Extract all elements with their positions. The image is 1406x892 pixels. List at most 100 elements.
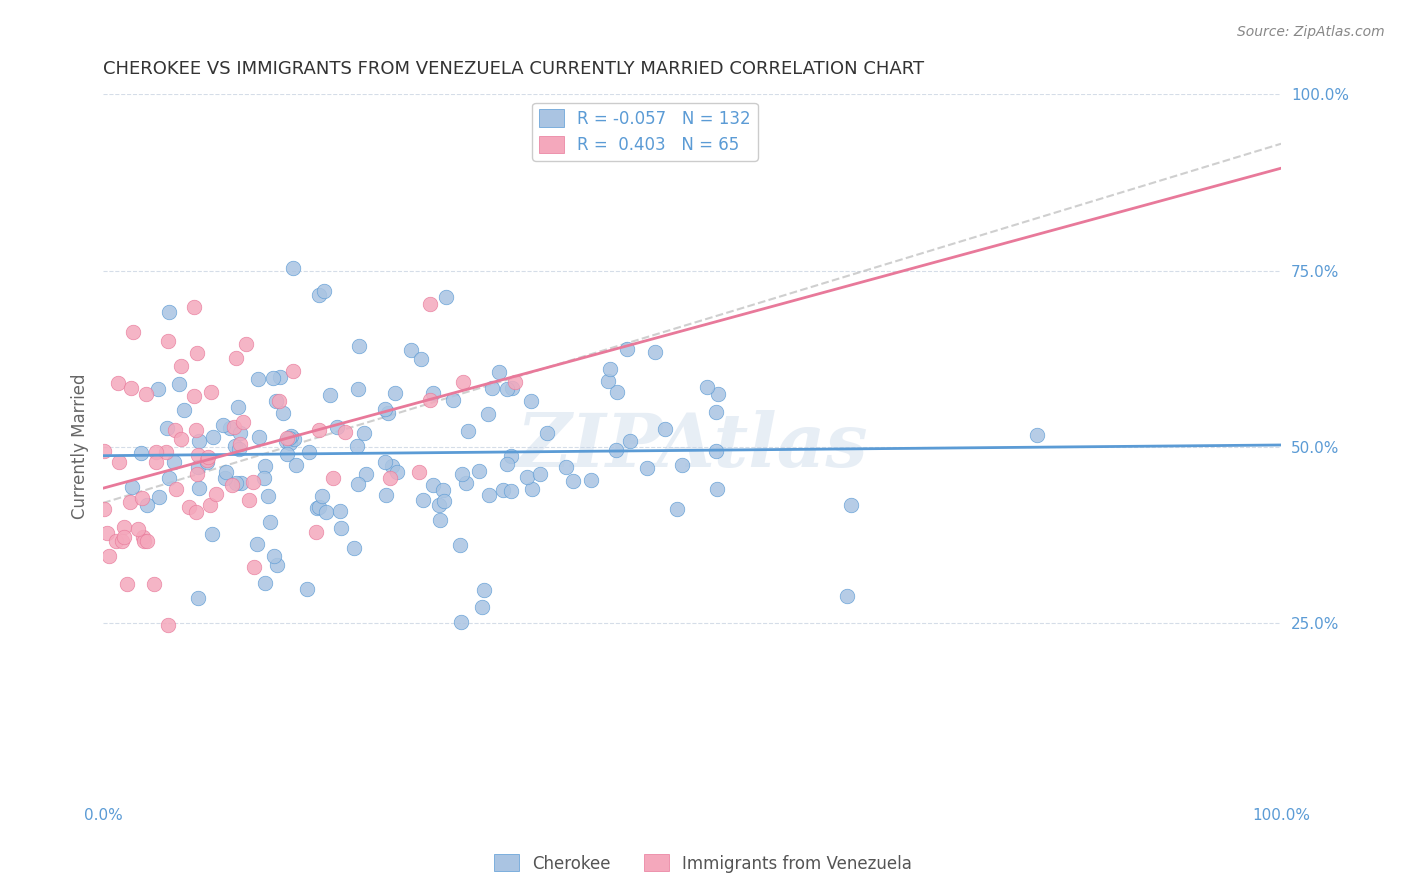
Point [311,490,333,504]
Point [454,475,477,490]
Point [280,429,302,443]
Point [225,351,247,365]
Point [329,521,352,535]
Point [671,458,693,472]
Point [187,481,209,495]
Point [450,467,472,482]
Point [243,559,266,574]
Point [226,400,249,414]
Point [472,582,495,597]
Point [157,470,180,484]
Point [353,425,375,440]
Point [257,489,280,503]
Point [246,537,269,551]
Point [644,344,666,359]
Point [188,434,211,448]
Point [219,421,242,435]
Point [183,389,205,403]
Point [201,430,224,444]
Point [231,475,253,490]
Point [385,466,408,480]
Point [346,382,368,396]
Point [377,406,399,420]
Point [264,393,287,408]
Point [235,337,257,351]
Point [346,439,368,453]
Point [283,433,305,447]
Point [135,498,157,512]
Point [419,392,441,407]
Point [132,533,155,548]
Point [606,384,628,399]
Point [837,589,859,603]
Point [242,475,264,490]
Point [520,482,543,496]
Point [704,405,727,419]
Point [276,447,298,461]
Point [308,500,330,514]
Point [315,505,337,519]
Point [505,375,527,389]
Point [93,444,115,458]
Point [441,392,464,407]
Point [156,421,179,435]
Point [107,376,129,390]
Point [142,577,165,591]
Point [281,364,304,378]
Point [104,533,127,548]
Point [322,471,344,485]
Point [325,420,347,434]
Point [266,558,288,573]
Point [224,439,246,453]
Point [247,372,270,386]
Point [354,467,377,482]
Point [200,384,222,399]
Point [520,393,543,408]
Point [135,386,157,401]
Point [157,305,180,319]
Point [599,361,621,376]
Point [619,434,641,448]
Point [529,467,551,481]
Point [214,470,236,484]
Point [477,407,499,421]
Y-axis label: Currently Married: Currently Married [72,374,89,519]
Point [127,522,149,536]
Point [277,431,299,445]
Point [304,524,326,539]
Point [98,549,121,563]
Point [120,380,142,394]
Text: Source: ZipAtlas.com: Source: ZipAtlas.com [1237,25,1385,39]
Point [478,488,501,502]
Point [433,494,456,508]
Point [170,433,193,447]
Point [96,526,118,541]
Point [451,376,474,390]
Point [555,460,578,475]
Point [215,465,238,479]
Point [501,381,523,395]
Point [122,325,145,339]
Point [329,504,352,518]
Point [536,425,558,440]
Point [170,359,193,374]
Point [374,402,396,417]
Point [187,448,209,462]
Point [284,458,307,472]
Point [318,387,340,401]
Point [706,387,728,401]
Point [195,453,218,467]
Point [347,339,370,353]
Point [167,377,190,392]
Point [412,492,434,507]
Point [129,446,152,460]
Point [408,466,430,480]
Point [156,618,179,632]
Point [312,284,335,298]
Point [839,498,862,512]
Point [269,393,291,408]
Point [422,478,444,492]
Point [184,423,207,437]
Point [118,495,141,509]
Point [195,455,218,469]
